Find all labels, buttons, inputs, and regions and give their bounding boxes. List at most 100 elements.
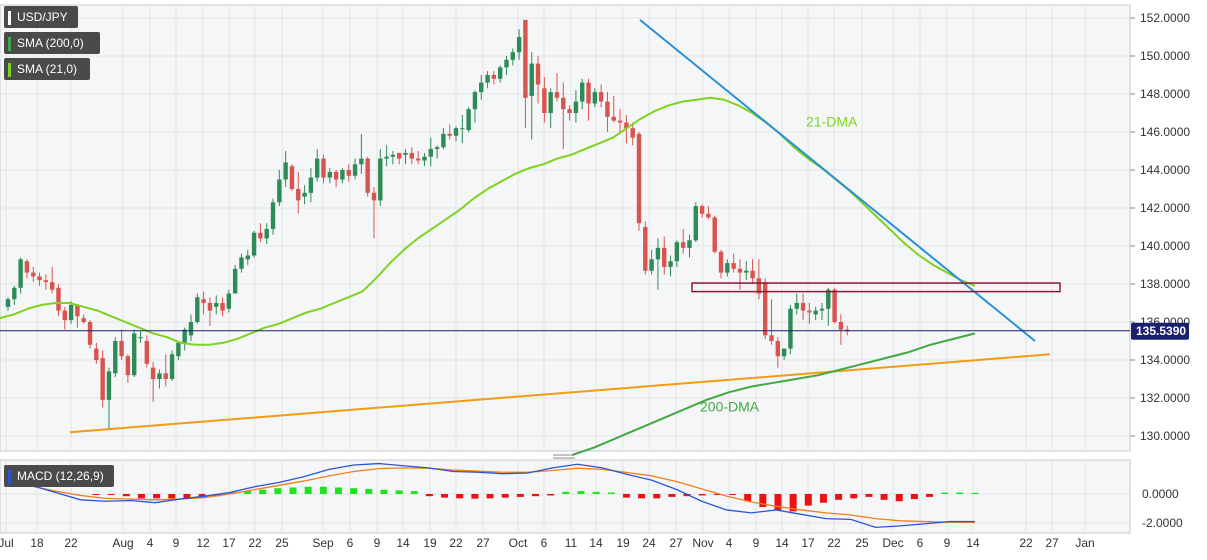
time-axis-label: 22 [248, 536, 262, 550]
candle-body [598, 92, 604, 102]
candle-body [529, 63, 534, 96]
macd-histogram [92, 486, 979, 512]
macd-histogram-bar [668, 494, 676, 497]
candle-body [144, 341, 150, 364]
candle-body [352, 164, 358, 176]
macd-histogram-bar [319, 486, 327, 494]
macd-histogram-bar [137, 494, 145, 499]
candle-body [169, 354, 175, 379]
macd-histogram-bar [486, 494, 494, 499]
price-axis-label: 140.0000 [1140, 239, 1190, 253]
macd-histogram-bar [532, 494, 539, 497]
candle-body [479, 82, 484, 93]
candle-body [561, 97, 566, 110]
candle-body [725, 263, 730, 273]
price-axis-label: 148.0000 [1140, 87, 1190, 101]
candle-body [119, 341, 124, 357]
candle-body [182, 329, 187, 343]
macd-legend[interactable]: MACD (12,26,9) [4, 465, 114, 487]
price-axis-label: 130.0000 [1140, 429, 1190, 443]
candle-body [232, 268, 238, 294]
macd-histogram-bar [395, 490, 403, 494]
symbol-swatch [8, 10, 11, 25]
macd-histogram-bar [365, 488, 373, 494]
candle-body [37, 276, 42, 281]
price-axis-label: 152.0000 [1140, 11, 1190, 25]
candle-body [838, 322, 844, 330]
candle-body [813, 310, 818, 315]
candle-body [472, 92, 478, 110]
price-axis-label: 146.0000 [1140, 125, 1190, 139]
candle-body [163, 373, 168, 379]
macd-histogram-bar [971, 492, 979, 494]
price-axis-label: 134.0000 [1140, 353, 1190, 367]
y-axis-labels: 152.0000 150.0000 148.0000 146.0000 144.0000… [1130, 11, 1190, 443]
candle-body [251, 232, 257, 256]
macd-histogram-bar [122, 494, 130, 497]
time-axis-label: 25 [275, 536, 289, 550]
time-axis-label: 19 [423, 536, 437, 550]
time-axis-label: 6 [541, 536, 548, 550]
resistance-zone-box [691, 282, 1061, 293]
sma21-legend[interactable]: SMA (21,0) [4, 58, 90, 80]
time-axis-label: 27 [476, 536, 490, 550]
price-axis-label: 138.0000 [1140, 277, 1190, 291]
macd-histogram-bar [577, 491, 585, 494]
panel-resize-handle[interactable] [553, 454, 575, 459]
time-axis-label: Sep [312, 536, 334, 550]
macd-histogram-bar [562, 491, 570, 494]
time-axis-label: 24 [642, 536, 656, 550]
candle-body [434, 147, 440, 150]
candle-body [220, 303, 225, 311]
candle-body [157, 373, 162, 379]
macd-histogram-bar [471, 494, 479, 499]
macd-label: MACD (12,26,9) [17, 469, 104, 483]
macd-histogram-bar [213, 494, 221, 497]
macd-histogram-bar [622, 494, 630, 498]
time-axis-label: 14 [589, 536, 603, 550]
macd-histogram-bar [926, 494, 934, 497]
candle-body [441, 133, 446, 148]
macd-histogram-bar [592, 491, 600, 494]
candle-body [706, 213, 711, 218]
macd-histogram-bar [653, 494, 661, 499]
candle-body [586, 82, 591, 104]
price-axis-label: 142.0000 [1140, 201, 1190, 215]
time-axis-label: Nov [692, 536, 713, 550]
candle-body [378, 158, 383, 201]
time-axis-label: 14 [966, 536, 980, 550]
macd-histogram-bar [865, 494, 873, 497]
candle-body [302, 192, 307, 197]
candle-body [592, 92, 598, 104]
candle-body [718, 251, 724, 273]
candle-body [674, 242, 680, 262]
candle-body [106, 371, 112, 400]
candle-body [649, 259, 654, 271]
macd-histogram-bar [638, 494, 646, 499]
macd-axis-label: 0.0000 [1142, 487, 1179, 501]
macd-histogram-bar [698, 494, 706, 496]
candle-body [403, 152, 408, 155]
candle-body [150, 367, 156, 379]
x-axis-labels: Jul 18 22 Aug 4 9 12 17 22 25 Sep 6 9 14 19 22 27 Oct 6 11 1… [0, 536, 1095, 550]
candle-body [176, 342, 181, 357]
price-axis-label: 144.0000 [1140, 163, 1190, 177]
candle-body [415, 158, 421, 161]
candle-body [113, 341, 118, 374]
candle-body [75, 304, 80, 317]
candle-body [775, 341, 781, 357]
macd-histogram-bar [804, 494, 812, 506]
sma200-legend[interactable]: SMA (200,0) [4, 32, 100, 54]
candle-body [340, 170, 345, 180]
symbol-legend[interactable]: USD/JPY [4, 6, 78, 28]
time-axis-label: 9 [374, 536, 381, 550]
time-axis-label: 25 [855, 536, 869, 550]
candle-body [548, 92, 553, 113]
price-panel-bg [0, 4, 1131, 452]
macd-histogram-bar [941, 492, 949, 494]
candle-body [687, 240, 692, 248]
time-axis-label: Jul [0, 536, 14, 550]
candle-body [239, 257, 244, 269]
macd-histogram-bar [334, 487, 342, 494]
current-price-tag [1131, 322, 1189, 340]
